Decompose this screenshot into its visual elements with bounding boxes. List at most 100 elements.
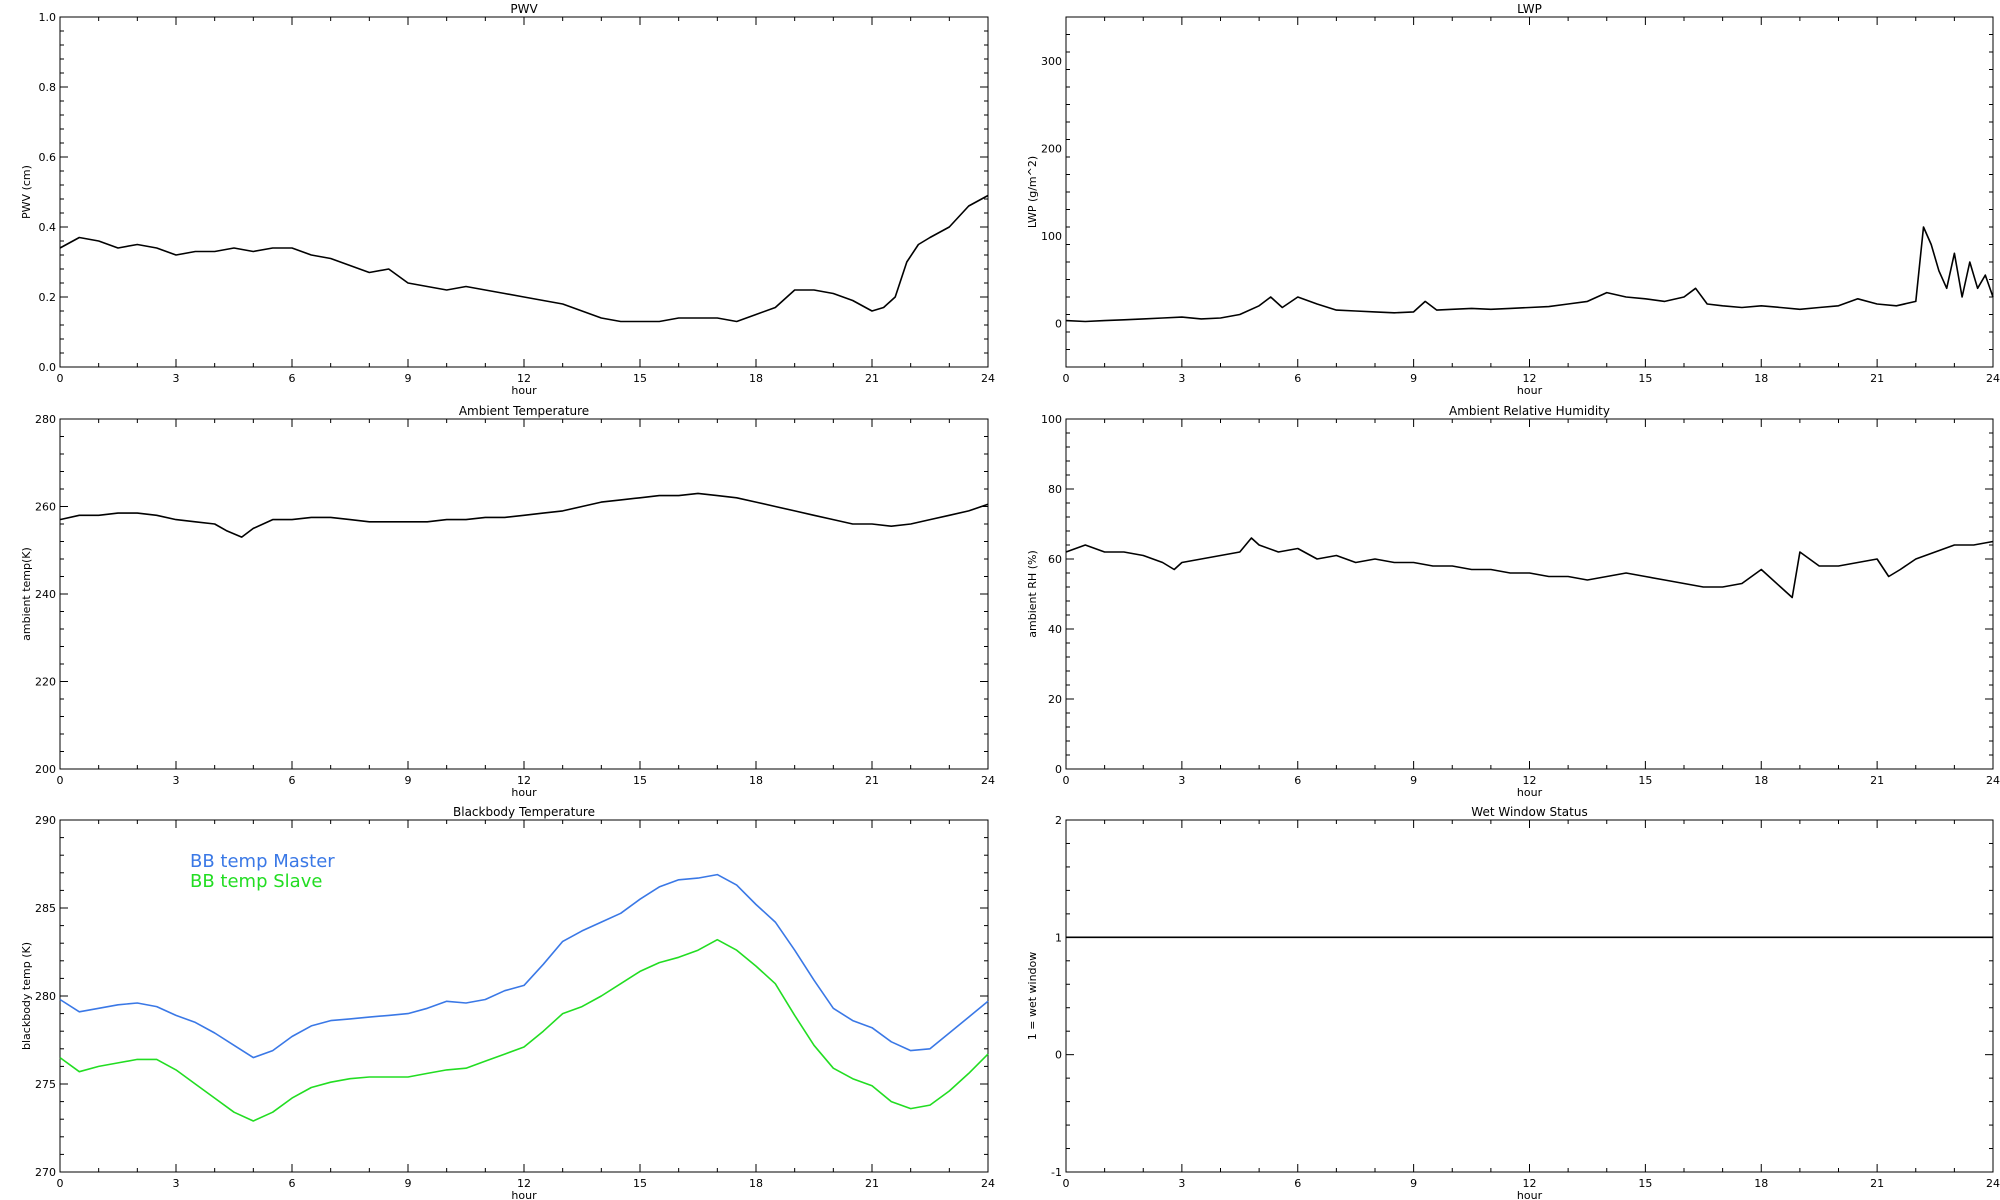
x-tick-label: 15 (1638, 372, 1652, 385)
y-tick-label: 0.6 (39, 151, 57, 164)
x-tick-label: 3 (1178, 774, 1185, 787)
y-tick-label: 240 (35, 588, 56, 601)
x-tick-label: 0 (1063, 774, 1070, 787)
y-tick-label: 0.0 (39, 361, 57, 374)
x-tick-label: 12 (1523, 372, 1537, 385)
x-axis-label: hour (1517, 786, 1543, 799)
y-tick-label: 285 (35, 902, 56, 915)
chart-title: PWV (510, 2, 538, 16)
x-tick-label: 24 (1986, 372, 2000, 385)
x-tick-label: 0 (57, 372, 64, 385)
x-tick-label: 15 (633, 372, 647, 385)
x-tick-label: 12 (517, 372, 531, 385)
y-axis-label: PWV (cm) (20, 165, 33, 219)
y-tick-label: 1.0 (39, 11, 57, 24)
y-tick-label: 290 (35, 814, 56, 827)
chart-title: Ambient Relative Humidity (1449, 404, 1610, 418)
x-tick-label: 15 (1638, 774, 1652, 787)
x-tick-label: 18 (1754, 372, 1768, 385)
x-tick-label: 6 (289, 774, 296, 787)
y-tick-label: 40 (1048, 623, 1062, 636)
chart-panel: Ambient Temperature 0 3 6 9 12 15 18 21 24 200 220 2… (20, 404, 995, 799)
plot-frame (1065, 819, 1994, 1173)
plot-frame (1065, 418, 1994, 770)
x-tick-label: 18 (1754, 774, 1768, 787)
legend-entry: BB temp Master (190, 851, 335, 872)
legend-entry: BB temp Slave (190, 871, 322, 892)
plot-frame (59, 16, 989, 368)
y-tick-label: 300 (1041, 55, 1062, 68)
chart-title: Ambient Temperature (459, 404, 589, 418)
y-tick-label: 280 (35, 413, 56, 426)
y-tick-label: 260 (35, 501, 56, 514)
chart-title: Wet Window Status (1471, 805, 1587, 819)
x-tick-label: 6 (289, 1177, 296, 1190)
y-tick-label: 0 (1055, 763, 1062, 776)
x-tick-label: 18 (1754, 1177, 1768, 1190)
series-line (59, 194, 989, 323)
x-axis-label: hour (1517, 384, 1543, 397)
y-tick-label: -1 (1051, 1166, 1062, 1179)
y-axis-label: ambient temp(K) (20, 547, 33, 641)
x-tick-label: 9 (405, 774, 412, 787)
y-tick-label: 270 (35, 1166, 56, 1179)
x-tick-label: 9 (1410, 1177, 1417, 1190)
plot-frame (1065, 16, 1994, 368)
x-tick-label: 0 (57, 774, 64, 787)
x-tick-label: 6 (1294, 774, 1301, 787)
y-tick-label: 200 (1041, 142, 1062, 155)
x-tick-label: 12 (517, 774, 531, 787)
x-tick-label: 3 (173, 1177, 180, 1190)
x-tick-label: 3 (1178, 1177, 1185, 1190)
y-tick-label: 100 (1041, 230, 1062, 243)
x-tick-label: 3 (173, 774, 180, 787)
x-tick-label: 9 (1410, 372, 1417, 385)
y-tick-label: 80 (1048, 483, 1062, 496)
x-tick-label: 6 (1294, 1177, 1301, 1190)
y-axis-label: LWP (g/m^2) (1026, 156, 1039, 228)
x-tick-label: 3 (173, 372, 180, 385)
y-tick-label: 2 (1055, 814, 1062, 827)
x-axis-label: hour (511, 1189, 537, 1200)
y-tick-label: 1 (1055, 931, 1062, 944)
x-tick-label: 21 (1870, 1177, 1884, 1190)
series-line (59, 492, 989, 538)
x-tick-label: 24 (1986, 1177, 2000, 1190)
x-tick-label: 18 (749, 372, 763, 385)
x-tick-label: 0 (57, 1177, 64, 1190)
series-line (59, 938, 989, 1122)
y-tick-label: 0.2 (39, 291, 57, 304)
y-axis-label: blackbody temp (K) (20, 942, 33, 1050)
y-tick-label: 0 (1055, 1049, 1062, 1062)
x-axis-label: hour (511, 384, 537, 397)
x-tick-label: 9 (1410, 774, 1417, 787)
y-tick-label: 200 (35, 763, 56, 776)
x-tick-label: 0 (1063, 372, 1070, 385)
y-tick-label: 275 (35, 1078, 56, 1091)
chart-panel: Ambient Relative Humidity 0 3 6 9 12 15 18 21 24 0… (1026, 404, 2000, 799)
x-tick-label: 15 (1638, 1177, 1652, 1190)
x-tick-label: 24 (981, 774, 995, 787)
x-tick-label: 24 (981, 1177, 995, 1190)
y-tick-label: 220 (35, 676, 56, 689)
series-line (59, 873, 989, 1059)
x-tick-label: 12 (517, 1177, 531, 1190)
x-tick-label: 21 (1870, 774, 1884, 787)
x-tick-label: 12 (1523, 1177, 1537, 1190)
chart-panel: PWV 0 3 6 9 12 15 18 21 24 0.0 0.2 0.4 0.6 0.8 1.0 hour P… (20, 2, 995, 397)
x-tick-label: 9 (405, 1177, 412, 1190)
series-line (1065, 537, 1994, 599)
x-tick-label: 24 (981, 372, 995, 385)
x-tick-label: 9 (405, 372, 412, 385)
x-tick-label: 21 (865, 372, 879, 385)
y-tick-label: 0.8 (39, 81, 57, 94)
y-tick-label: 20 (1048, 693, 1062, 706)
x-axis-label: hour (511, 786, 537, 799)
y-tick-label: 280 (35, 990, 56, 1003)
y-tick-label: 60 (1048, 553, 1062, 566)
y-tick-label: 0 (1055, 317, 1062, 330)
chart-panel: LWP 0 3 6 9 12 15 18 21 24 0 100 200 300 hour LWP (g/m^… (1026, 2, 2000, 397)
x-tick-label: 21 (1870, 372, 1884, 385)
